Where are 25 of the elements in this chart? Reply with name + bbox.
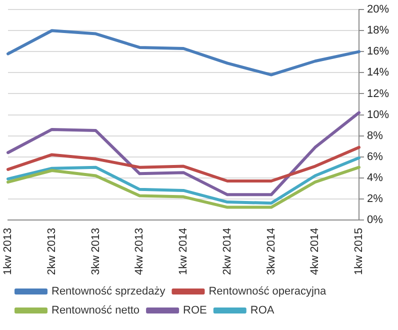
y-tick-label: 8% <box>366 130 384 142</box>
y-tick-label: 20% <box>366 4 390 16</box>
x-tick-label: 4kw 2013 <box>134 228 146 276</box>
y-tick-label: 4% <box>366 172 384 184</box>
y-tick-label: 2% <box>366 192 384 205</box>
x-tick-label: 1kw 2015 <box>353 228 366 276</box>
legend-label: Rentowność netto <box>52 304 140 317</box>
x-tick-label: 3kw 2014 <box>265 228 278 276</box>
y-tick-label: 14% <box>366 66 390 79</box>
y-tick-label: 10% <box>366 108 390 121</box>
x-tick-label: 2kw 2014 <box>221 228 234 276</box>
legend-label: ROA <box>250 304 275 317</box>
y-tick-label: 18% <box>366 24 390 37</box>
legend-label: Rentowność operacyjna <box>208 286 328 298</box>
x-tick-label: 1kw 2013 <box>2 228 14 276</box>
x-tick-label: 4kw 2014 <box>309 228 322 276</box>
x-tick-label: 2kw 2013 <box>46 228 58 276</box>
x-tick-label: 3kw 2013 <box>90 228 102 276</box>
legend-label: Rentowność sprzedaży <box>52 286 166 298</box>
y-tick-label: 16% <box>366 46 390 58</box>
x-tick-label: 1kw 2014 <box>178 228 190 276</box>
y-tick-label: 0% <box>366 214 384 226</box>
y-tick-label: 12% <box>366 88 390 100</box>
legend-label: ROE <box>183 304 207 317</box>
y-tick-label: 6% <box>366 150 384 163</box>
